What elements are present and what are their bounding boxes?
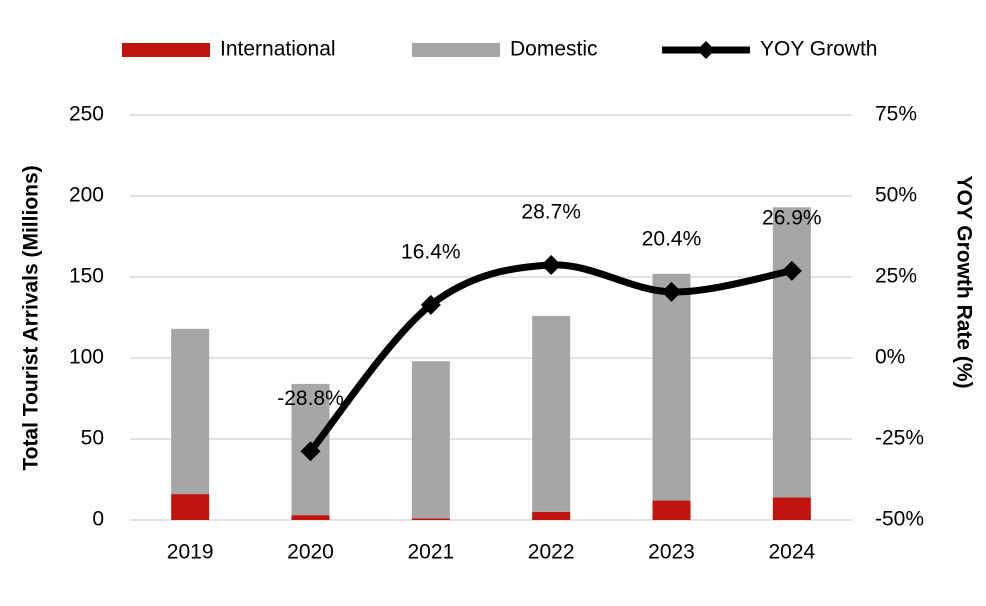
y-tick-label: 100 xyxy=(69,346,104,369)
bar-segment xyxy=(171,328,210,495)
y-axis-title: Total Tourist Arrivals (Millions) xyxy=(20,165,43,470)
y2-tick-label: 50% xyxy=(875,184,917,207)
y-tick-label: 50 xyxy=(81,427,104,450)
legend-label: Domestic xyxy=(510,38,598,61)
bar-segment xyxy=(411,361,450,519)
bar-segment xyxy=(652,273,691,501)
line-marker xyxy=(781,260,802,281)
y2-tick-label: 75% xyxy=(875,103,917,126)
data-label: 28.7% xyxy=(521,201,581,224)
bar-segment xyxy=(411,518,450,520)
bar-segment xyxy=(772,207,811,498)
legend-label: YOY Growth xyxy=(760,38,878,61)
data-label: 20.4% xyxy=(642,227,702,250)
x-tick-label: 2022 xyxy=(528,541,575,564)
bar-segment xyxy=(532,315,571,512)
line-marker xyxy=(541,255,562,276)
bar-segment xyxy=(291,515,330,520)
legend-marker xyxy=(697,41,715,59)
data-label: 16.4% xyxy=(401,240,461,263)
y2-tick-label: 0% xyxy=(875,346,905,369)
line-marker xyxy=(420,294,441,315)
y-tick-label: 250 xyxy=(69,103,104,126)
bar-segment xyxy=(652,500,691,520)
y2-axis-title: YOY Growth Rate (%) xyxy=(952,175,975,388)
bar-segment xyxy=(532,511,571,520)
y-tick-label: 200 xyxy=(69,184,104,207)
x-tick-label: 2021 xyxy=(407,541,454,564)
data-label: 26.9% xyxy=(762,206,822,229)
x-tick-label: 2020 xyxy=(287,541,334,564)
legend-label: International xyxy=(220,38,336,61)
line-marker xyxy=(300,441,321,462)
y2-tick-label: 25% xyxy=(875,265,917,288)
legend-swatch xyxy=(412,43,500,57)
x-tick-label: 2023 xyxy=(648,541,695,564)
y-tick-label: 150 xyxy=(69,265,104,288)
y-tick-label: 0 xyxy=(92,508,104,531)
y2-tick-label: -50% xyxy=(875,508,924,531)
y2-tick-label: -25% xyxy=(875,427,924,450)
line-marker xyxy=(661,281,682,302)
bar-segment xyxy=(772,497,811,520)
bar-segment xyxy=(171,494,210,520)
x-tick-label: 2019 xyxy=(167,541,214,564)
data-label: -28.8% xyxy=(277,387,344,410)
legend-swatch xyxy=(122,43,210,57)
x-tick-label: 2024 xyxy=(768,541,815,564)
